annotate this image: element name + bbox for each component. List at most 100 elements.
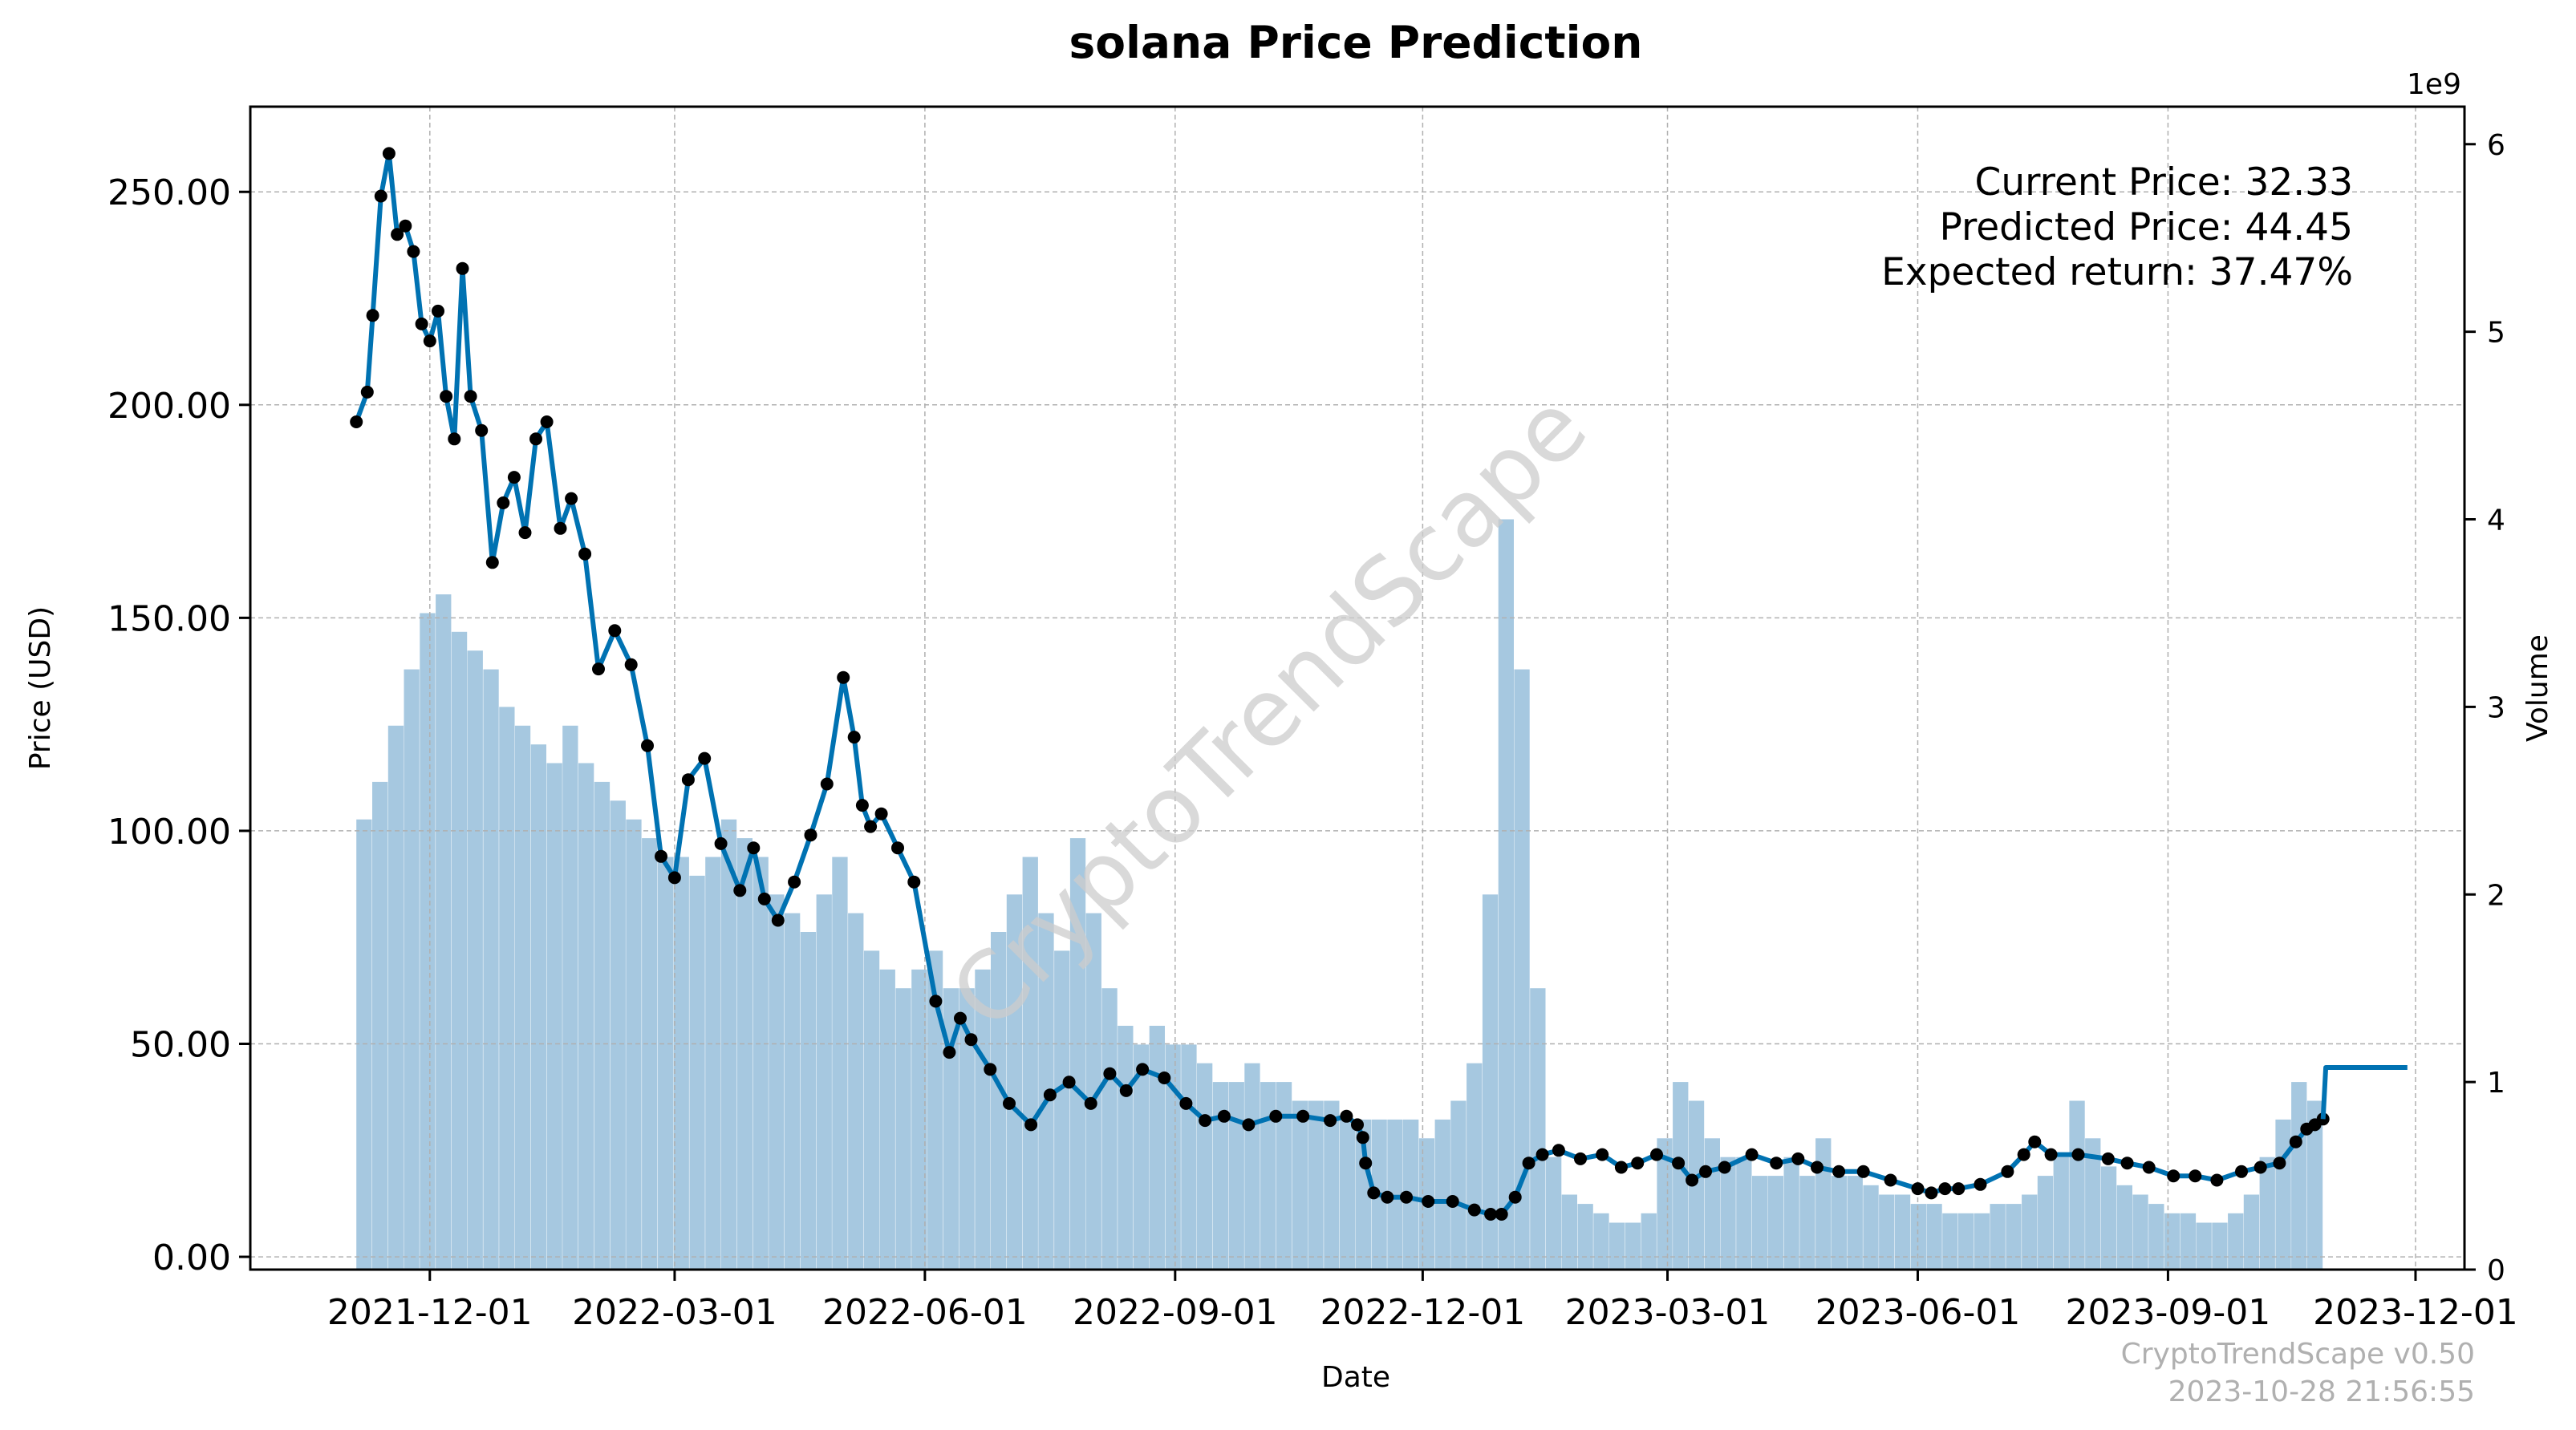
price-point — [360, 385, 374, 399]
price-point — [1340, 1109, 1353, 1123]
volume-bar — [975, 969, 991, 1270]
volume-bar — [1561, 1194, 1577, 1270]
volume-bar — [769, 894, 785, 1270]
volume-bar — [1990, 1204, 2006, 1270]
price-point — [804, 828, 817, 842]
volume-bar — [863, 950, 880, 1270]
price-point — [1217, 1109, 1231, 1123]
volume-bar — [1657, 1138, 1673, 1270]
price-line — [354, 151, 2326, 1217]
price-point — [1381, 1190, 1394, 1204]
price-point — [964, 1033, 978, 1047]
price-point — [757, 892, 771, 905]
price-point — [771, 913, 785, 927]
volume-bar — [483, 669, 499, 1270]
volume-bar — [943, 988, 959, 1270]
price-point — [1446, 1195, 1459, 1208]
price-point — [1199, 1114, 1212, 1128]
volume-bar — [372, 781, 388, 1270]
volume-bar — [1022, 857, 1038, 1270]
volume-bar — [2100, 1166, 2117, 1270]
volume-bar — [1767, 1176, 1783, 1270]
price-point — [366, 309, 379, 322]
volume-bar — [1054, 950, 1070, 1270]
annotation-expected-return: Expected return: 37.47% — [1881, 250, 2353, 294]
price-line-group — [350, 147, 2408, 1221]
volume-bar — [1783, 1157, 1799, 1270]
price-point — [1400, 1190, 1413, 1204]
volume-bar — [1958, 1213, 1974, 1270]
price-point — [2253, 1161, 2267, 1174]
price-point — [2101, 1152, 2115, 1165]
price-point — [820, 777, 834, 791]
price-point — [2001, 1165, 2014, 1178]
y-axis-label: Price (USD) — [24, 606, 57, 770]
volume-bar — [2180, 1213, 2197, 1270]
volume-bar — [2243, 1194, 2260, 1270]
volume-bar — [1910, 1204, 1926, 1270]
volume-bar — [467, 650, 483, 1270]
volume-bar — [1260, 1082, 1276, 1270]
volume-bar — [1879, 1194, 1895, 1270]
price-point — [1119, 1084, 1133, 1097]
price-point — [698, 751, 712, 765]
y2-tick-label: 4 — [2487, 504, 2505, 537]
volume-bar — [642, 838, 658, 1270]
volume-bar — [2069, 1100, 2085, 1270]
volume-bar — [720, 819, 737, 1270]
price-point — [1938, 1182, 1952, 1196]
price-point — [518, 526, 532, 540]
volume-bar — [1101, 988, 1118, 1270]
volume-bar — [404, 669, 420, 1270]
volume-bar — [626, 819, 642, 1270]
volume-bar — [2006, 1204, 2022, 1270]
volume-bar — [1197, 1063, 1213, 1270]
price-point — [1495, 1208, 1508, 1221]
price-point — [456, 261, 469, 275]
volume-bar — [2022, 1194, 2038, 1270]
volume-bar — [1593, 1213, 1609, 1270]
price-point — [1631, 1157, 1645, 1170]
price-point — [1614, 1161, 1628, 1174]
volume-bar — [1212, 1082, 1229, 1270]
price-point — [448, 432, 461, 446]
x-tick-label: 2022-12-01 — [1320, 1292, 1526, 1333]
volume-bar — [1434, 1119, 1450, 1270]
price-point — [837, 670, 850, 684]
price-point — [943, 1046, 956, 1059]
volume-bar — [1387, 1119, 1403, 1270]
footer-version: CryptoTrendScape v0.50 — [2121, 1338, 2475, 1371]
volume-bar — [2306, 1100, 2323, 1270]
price-point — [2289, 1135, 2302, 1148]
volume-bar — [2037, 1176, 2054, 1270]
price-point — [1884, 1173, 1897, 1187]
volume-bar — [1498, 519, 1514, 1270]
volume-bar — [1308, 1100, 1324, 1270]
price-point — [655, 849, 667, 863]
x-tick-label: 2023-09-01 — [2066, 1292, 2271, 1333]
x-tick-label: 2022-03-01 — [572, 1292, 777, 1333]
y2-tick-label: 6 — [2487, 129, 2505, 162]
y2-tick-label: 0 — [2487, 1254, 2505, 1287]
price-point — [907, 875, 921, 889]
volume-bar — [594, 781, 611, 1270]
price-point — [507, 471, 521, 484]
volume-bar — [816, 894, 832, 1270]
grid-lines-group — [250, 107, 2464, 1270]
price-point — [1522, 1157, 1535, 1170]
price-point — [350, 415, 363, 428]
volume-bar — [1704, 1138, 1720, 1270]
volume-bar — [1118, 1026, 1134, 1270]
price-point — [565, 492, 578, 505]
volume-bar — [736, 838, 753, 1270]
price-point — [1508, 1190, 1522, 1204]
y-tick-label: 100.00 — [108, 812, 231, 853]
price-point — [2189, 1169, 2202, 1183]
price-point — [1672, 1157, 1686, 1170]
price-point — [1686, 1173, 1699, 1187]
price-point — [1351, 1118, 1364, 1132]
price-point — [1103, 1067, 1117, 1080]
volume-bar — [1625, 1222, 1641, 1270]
price-point — [1136, 1063, 1150, 1076]
price-point — [984, 1063, 997, 1076]
